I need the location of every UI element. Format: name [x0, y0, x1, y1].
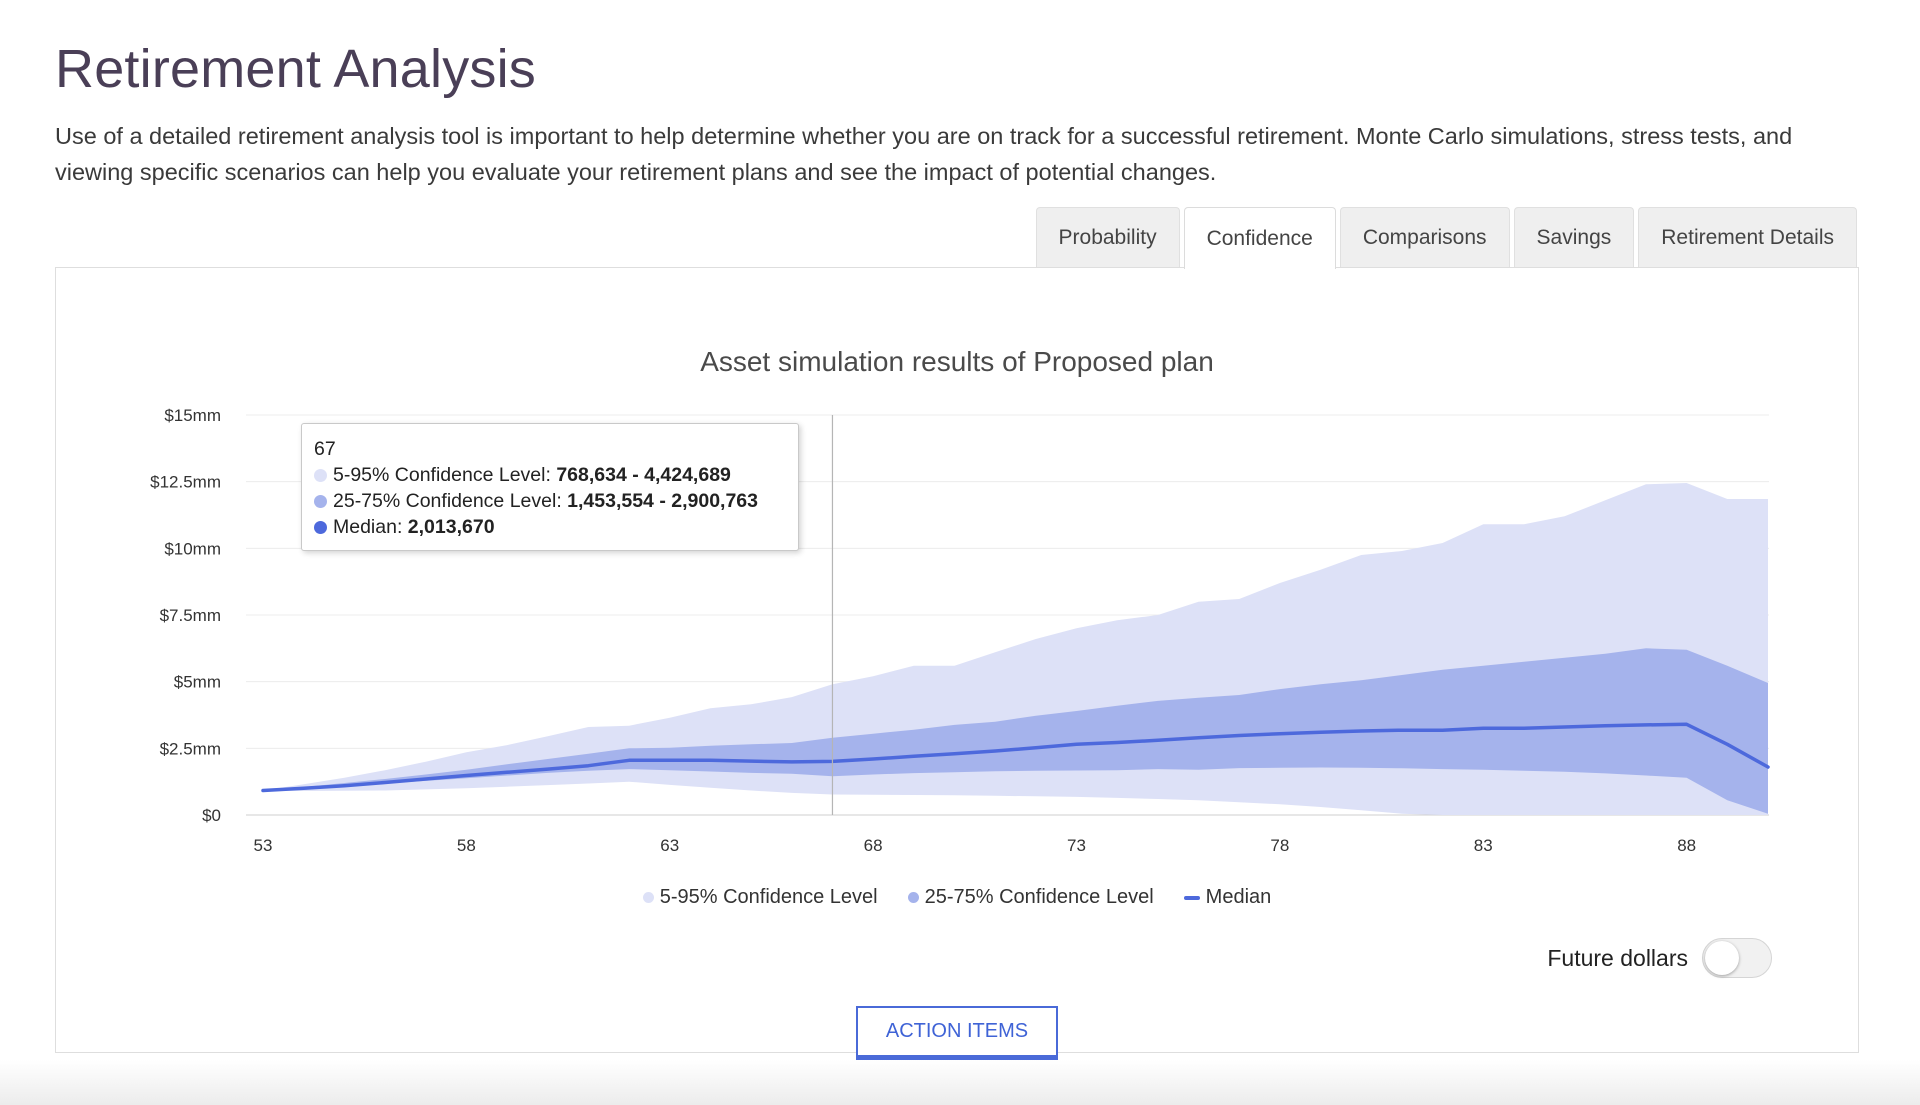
- legend-25-75-dot-icon: [907, 892, 919, 903]
- future-dollars-row: Future dollars: [1547, 938, 1772, 978]
- tab-probability[interactable]: Probability: [1035, 207, 1180, 267]
- x-tick-label: 83: [1474, 836, 1493, 855]
- chart-legend: 5-95% Confidence Level 25-75% Confidence…: [56, 886, 1858, 909]
- x-tick-label: 63: [660, 836, 679, 855]
- x-tick-label: 78: [1270, 836, 1289, 855]
- tooltip-5-95-dot-icon: [314, 468, 327, 482]
- y-tick-label: $10mm: [164, 539, 221, 558]
- legend-item-median[interactable]: Median: [1183, 886, 1272, 909]
- tab-comparisons[interactable]: Comparisons: [1339, 207, 1510, 267]
- x-tick-label: 53: [254, 836, 273, 855]
- legend-25-75-label: 25-75% Confidence Level: [924, 886, 1154, 908]
- confidence-chart[interactable]: Asset simulation results of Proposed pla…: [56, 268, 1858, 868]
- page-bottom-shade: [0, 1060, 1920, 1105]
- tooltip-row-median: Median: 2,013,670: [314, 514, 786, 540]
- tooltip-row-25-75: 25-75% Confidence Level: 1,453,554 - 2,9…: [314, 488, 786, 514]
- page-description: Use of a detailed retirement analysis to…: [55, 123, 1793, 185]
- y-tick-label: $5mm: [174, 673, 221, 692]
- toggle-knob: [1705, 941, 1739, 975]
- x-tick-label: 58: [457, 836, 476, 855]
- tooltip-median-dot-icon: [314, 520, 327, 534]
- y-tick-label: $15mm: [164, 406, 221, 425]
- tooltip-25-75-dot-icon: [314, 494, 327, 508]
- action-items-button[interactable]: ACTION ITEMS: [856, 1006, 1058, 1062]
- y-tick-label: $7.5mm: [160, 606, 221, 625]
- y-tick-label: $12.5mm: [150, 473, 221, 492]
- tooltip-median-label: Median:: [333, 516, 408, 538]
- y-tick-label: $0: [202, 806, 221, 825]
- tab-confidence[interactable]: Confidence: [1183, 207, 1336, 269]
- band-25-75-area: [263, 648, 1768, 814]
- tooltip-age: 67: [314, 438, 336, 460]
- x-tick-label: 68: [864, 836, 883, 855]
- tooltip-row-5-95: 5-95% Confidence Level: 768,634 - 4,424,…: [314, 462, 786, 488]
- legend-item-5-95[interactable]: 5-95% Confidence Level: [642, 886, 878, 909]
- page-title: Retirement Analysis: [55, 39, 536, 99]
- chart-tooltip: 67 5-95% Confidence Level: 768,634 - 4,4…: [301, 423, 799, 551]
- future-dollars-toggle[interactable]: [1702, 938, 1772, 978]
- tooltip-25-75-value: 1,453,554 - 2,900,763: [567, 490, 758, 512]
- legend-5-95-label: 5-95% Confidence Level: [659, 886, 878, 908]
- tooltip-25-75-label: 25-75% Confidence Level:: [333, 490, 568, 512]
- median-line: [261, 722, 1770, 793]
- y-tick-label: $2.5mm: [160, 739, 221, 758]
- chart-panel: Asset simulation results of Proposed pla…: [55, 267, 1859, 1062]
- tab-bar: Probability Confidence Comparisons Savin…: [1035, 207, 1857, 269]
- tooltip-median-value: 2,013,670: [407, 516, 495, 538]
- future-dollars-label: Future dollars: [1547, 944, 1688, 971]
- x-tick-label: 88: [1677, 836, 1696, 855]
- x-tick-label: 73: [1067, 836, 1086, 855]
- chart-title: Asset simulation results of Proposed pla…: [700, 346, 1214, 377]
- tab-savings[interactable]: Savings: [1513, 207, 1635, 267]
- legend-5-95-dot-icon: [642, 892, 654, 903]
- legend-item-25-75[interactable]: 25-75% Confidence Level: [907, 886, 1154, 909]
- legend-median-line-icon: [1183, 895, 1200, 900]
- tooltip-5-95-value: 768,634 - 4,424,689: [556, 464, 731, 486]
- tooltip-5-95-label: 5-95% Confidence Level:: [333, 464, 557, 486]
- tab-retirement-details[interactable]: Retirement Details: [1638, 207, 1857, 267]
- legend-median-label: Median: [1205, 886, 1272, 908]
